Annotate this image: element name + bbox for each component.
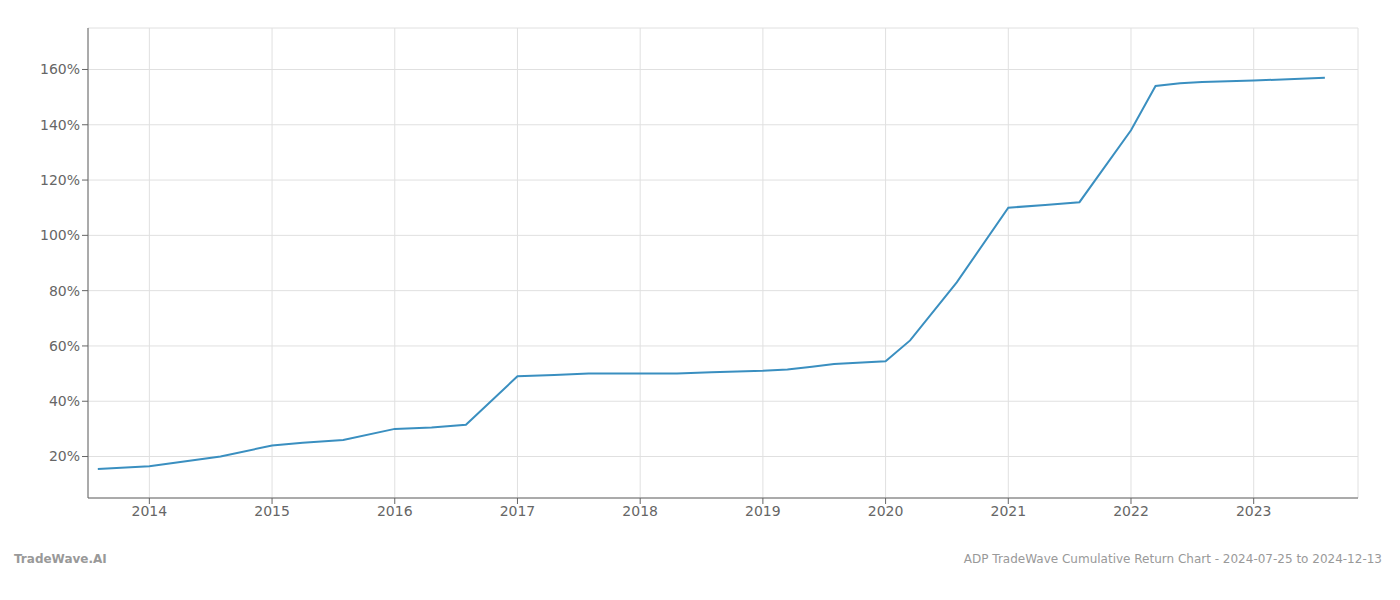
svg-text:2020: 2020 — [868, 503, 904, 519]
svg-text:140%: 140% — [40, 117, 80, 133]
svg-text:2018: 2018 — [622, 503, 658, 519]
svg-text:100%: 100% — [40, 227, 80, 243]
svg-text:20%: 20% — [49, 448, 80, 464]
svg-text:2021: 2021 — [990, 503, 1026, 519]
svg-text:2016: 2016 — [377, 503, 413, 519]
svg-text:60%: 60% — [49, 338, 80, 354]
svg-text:2023: 2023 — [1236, 503, 1272, 519]
svg-text:2022: 2022 — [1113, 503, 1149, 519]
html-text:TradeWave.AI: TradeWave.AI — [14, 552, 107, 566]
svg-text:80%: 80% — [49, 283, 80, 299]
svg-text:2017: 2017 — [500, 503, 536, 519]
svg-text:120%: 120% — [40, 172, 80, 188]
html-text:ADP TradeWave Cumulative Retur: ADP TradeWave Cumulative Return Chart - … — [963, 552, 1382, 566]
svg-text:160%: 160% — [40, 61, 80, 77]
svg-text:40%: 40% — [49, 393, 80, 409]
svg-text:2015: 2015 — [254, 503, 290, 519]
svg-text:2019: 2019 — [745, 503, 781, 519]
svg-text:2014: 2014 — [132, 503, 168, 519]
